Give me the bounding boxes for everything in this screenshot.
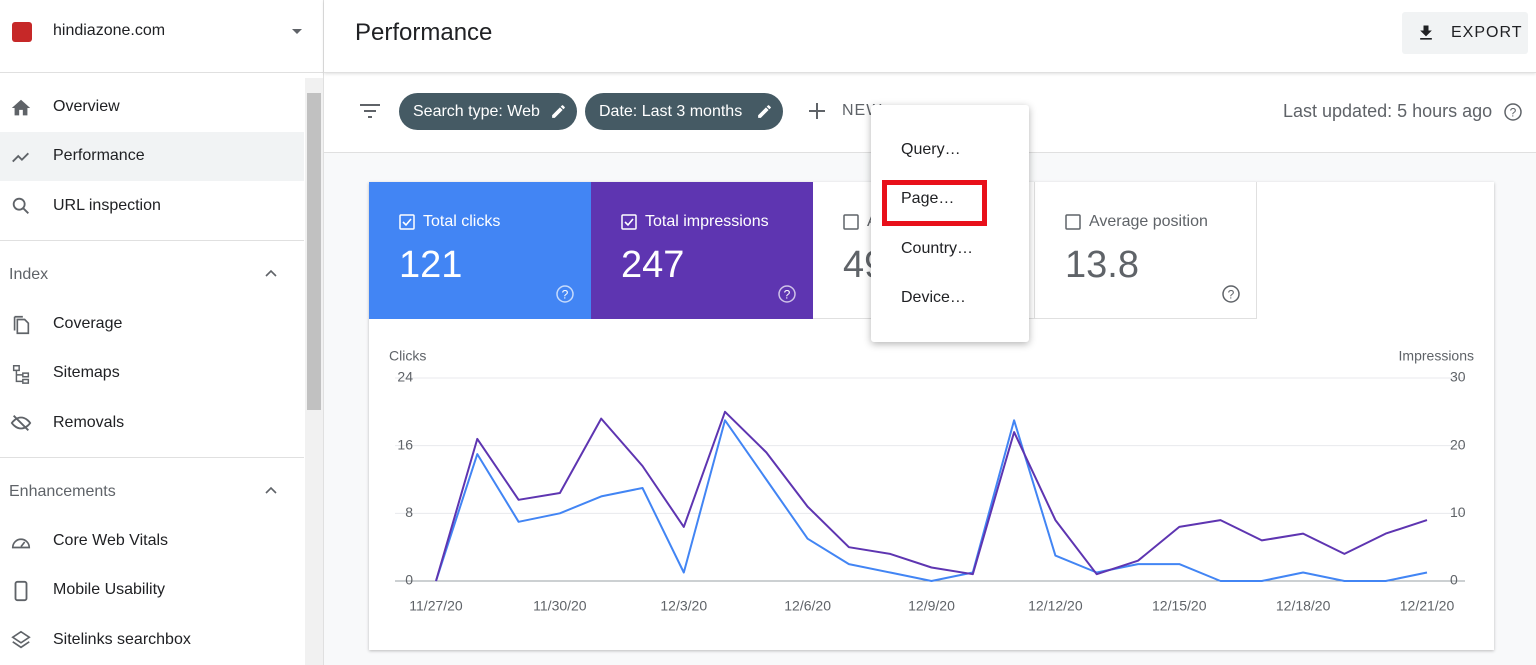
layers-icon [11,630,31,649]
checkbox[interactable] [399,214,415,230]
metric-value: 247 [621,244,685,286]
menu-item[interactable]: Page… [901,190,955,207]
last-updated: Last updated: 5 hours ago [1283,101,1493,121]
x-tick-label: 12/9/20 [908,598,955,614]
y2-axis-label: Impressions [1399,348,1474,364]
divider [0,72,323,73]
x-tick-label: 12/18/20 [1276,598,1331,614]
export-button[interactable]: EXPORT [1402,12,1528,54]
svg-text:?: ? [784,288,791,302]
phone-icon [14,580,28,602]
metric-card[interactable]: Total impressions 247 ? [591,182,813,319]
download-icon [1420,25,1432,40]
scroll-thumb[interactable] [307,93,321,410]
sidebar: hindiazone.com Overview Performance URL … [0,0,324,665]
metric-label: Total clicks [423,213,501,230]
x-tick-label: 11/30/20 [533,598,587,614]
x-tick-label: 12/15/20 [1152,598,1207,614]
highlight-box [882,180,987,226]
svg-text:?: ? [562,288,569,302]
y-tick-label: 24 [397,369,413,385]
site-icon [12,22,32,42]
dropdown-icon[interactable] [290,26,304,36]
removal-icon [10,415,32,431]
trend-icon [12,152,29,163]
home-icon [11,99,31,116]
x-tick-label: 12/3/20 [660,598,707,614]
nav-item[interactable]: Coverage [53,315,123,332]
nav-item[interactable]: Overview [53,98,120,115]
chip-label: Date: Last 3 months [599,103,743,120]
help-icon[interactable]: ? [555,284,575,304]
scrollbar[interactable] [305,78,323,665]
filter-chip[interactable]: Date: Last 3 months [585,93,783,130]
menu-item[interactable]: Country… [901,240,974,257]
line-series [435,410,1428,582]
metric-card[interactable]: Total clicks 121 ? [369,182,591,319]
metric-value: 121 [399,244,463,286]
y-tick-label: 0 [405,572,413,588]
nav-item[interactable]: Performance [53,147,145,164]
help-icon[interactable]: ? [777,284,797,304]
section-title[interactable]: Index [9,266,49,283]
plus-icon[interactable] [808,102,826,120]
x-tick-label: 12/6/20 [784,598,831,614]
help-icon[interactable]: ? [1503,102,1523,122]
nav-item[interactable]: Core Web Vitals [53,532,169,549]
nav-item[interactable]: Sitelinks searchbox [53,631,191,648]
checkbox[interactable] [1065,214,1081,230]
page-title: Performance [355,19,493,46]
nav-item[interactable]: Mobile Usability [53,581,166,598]
nav-item[interactable]: Removals [53,414,125,431]
metric-card[interactable]: Average position 13.8 ? [1035,182,1257,319]
y-axis-label: Clicks [389,348,426,364]
chip-label: Search type: Web [413,103,540,120]
metric-label: Total impressions [645,213,769,230]
filter-icon[interactable] [358,101,382,121]
y2-tick-label: 10 [1450,504,1466,520]
gauge-icon [11,538,31,549]
coverage-icon [13,315,30,335]
edit-icon [552,105,565,118]
help-icon[interactable]: ? [1221,284,1241,304]
header: Performance EXPORT [324,0,1536,73]
menu-item[interactable]: Query… [901,141,961,158]
y2-tick-label: 0 [1450,572,1458,588]
nav-item[interactable]: URL inspection [53,197,161,214]
filter-chip[interactable]: Search type: Web [399,93,577,130]
divider [0,457,304,458]
y-tick-label: 16 [397,436,413,452]
y2-tick-label: 30 [1450,369,1466,385]
search-icon [12,197,29,214]
site-name[interactable]: hindiazone.com [53,22,166,39]
x-tick-label: 11/27/20 [409,598,463,614]
divider [0,240,304,241]
svg-text:?: ? [1228,288,1235,302]
nav-item[interactable]: Sitemaps [53,364,120,381]
line-series [435,419,1428,582]
dropdown-menu: Query… Page… Country… Device… [871,105,1029,342]
checkbox[interactable] [621,214,637,230]
metric-value: 13.8 [1065,244,1139,286]
checkbox[interactable] [843,214,859,230]
x-tick-label: 12/12/20 [1028,598,1083,614]
sitemap-icon [12,365,30,384]
y-tick-label: 8 [405,504,413,520]
menu-item[interactable]: Device… [901,289,966,306]
y2-tick-label: 20 [1450,436,1466,452]
chevron[interactable] [264,485,278,495]
selected-bg [0,132,304,181]
export-label: EXPORT [1451,24,1523,41]
edit-icon [758,105,771,118]
x-tick-label: 12/21/20 [1400,598,1455,614]
svg-text:?: ? [1510,106,1517,120]
metric-label: Average position [1089,213,1208,230]
chevron[interactable] [264,268,278,278]
section-title[interactable]: Enhancements [9,483,116,500]
